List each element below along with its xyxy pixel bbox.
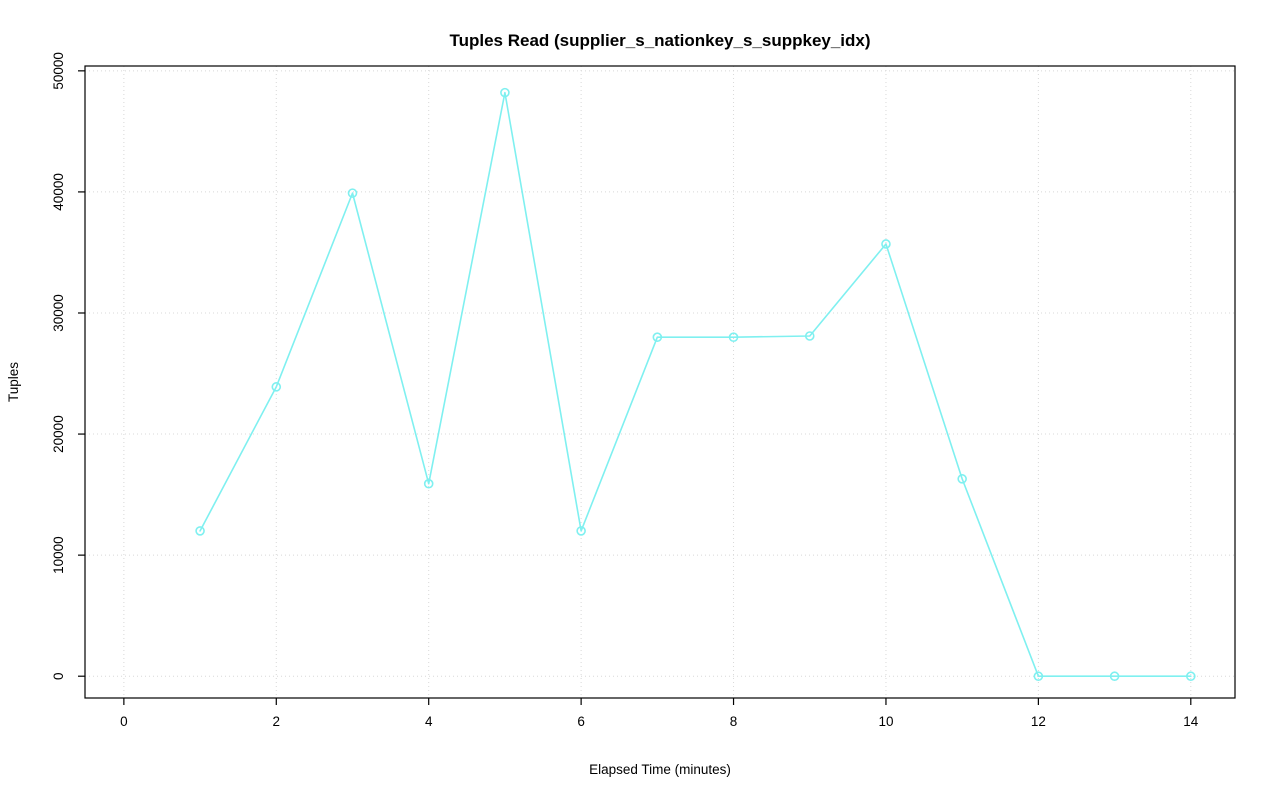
data-point — [576, 526, 586, 536]
y-tick-label: 40000 — [51, 173, 66, 211]
data-point — [1185, 671, 1196, 682]
y-tick-label: 30000 — [51, 294, 66, 332]
data-point — [1109, 671, 1120, 682]
x-tick-label: 12 — [1031, 714, 1046, 729]
x-tick-label: 0 — [120, 714, 128, 729]
y-axis-title: Tuples — [6, 362, 21, 402]
x-tick-label: 6 — [577, 714, 585, 729]
data-point — [957, 474, 967, 484]
data-point — [500, 87, 510, 98]
y-tick-label: 50000 — [51, 52, 66, 90]
x-axis-title: Elapsed Time (minutes) — [589, 762, 731, 777]
y-tick-label: 0 — [51, 672, 66, 680]
data-point — [728, 332, 739, 343]
chart-title: Tuples Read (supplier_s_nationkey_s_supp… — [449, 31, 870, 50]
data-point — [271, 382, 282, 392]
grid-lines — [85, 66, 1235, 698]
x-tick-label: 10 — [878, 714, 893, 729]
x-tick-label: 4 — [425, 714, 433, 729]
axes-layer: 0 2 4 6 8 10 12 14 0 10000 20000 30000 40000 50000 — [51, 52, 1236, 729]
y-tick-label: 10000 — [51, 536, 66, 574]
data-point — [1033, 671, 1044, 682]
series-line — [199, 91, 1192, 678]
plot-box — [84, 65, 1236, 699]
series-layer — [195, 87, 1196, 682]
x-tick-label: 8 — [730, 714, 738, 729]
data-point — [423, 478, 434, 489]
data-point — [195, 526, 205, 536]
data-point — [881, 239, 891, 249]
data-point — [347, 188, 358, 198]
x-tick-label: 14 — [1183, 714, 1199, 729]
y-tick-label: 20000 — [51, 415, 66, 453]
x-tick-label: 2 — [273, 714, 281, 729]
data-point — [652, 332, 663, 343]
data-point — [804, 331, 815, 341]
